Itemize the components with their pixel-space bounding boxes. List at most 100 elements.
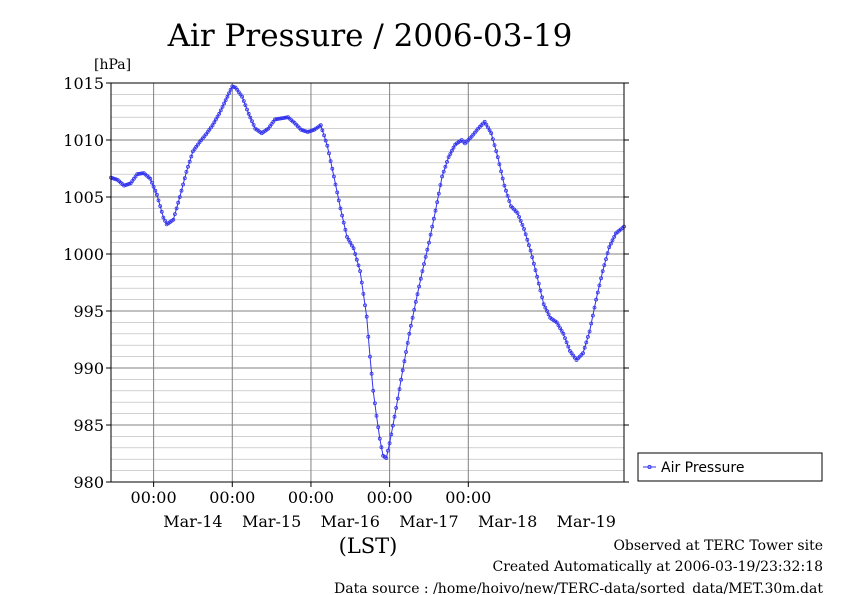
data-point: [610, 238, 615, 243]
data-point: [353, 252, 358, 256]
data-point: [181, 182, 186, 187]
data-point: [210, 123, 215, 128]
data-point: [605, 251, 610, 256]
data-point: [420, 269, 425, 274]
y-tick-label: 990: [73, 359, 104, 378]
data-point: [417, 284, 422, 289]
data-point: [384, 456, 389, 461]
data-point: [228, 87, 233, 92]
data-point: [402, 359, 407, 364]
data-point: [489, 131, 494, 136]
data-point: [395, 396, 400, 401]
data-point: [563, 336, 567, 341]
data-point: [150, 180, 154, 185]
data-point: [487, 128, 492, 133]
data-point: [536, 281, 541, 286]
y-tick-label: 1010: [63, 131, 104, 150]
data-point: [422, 262, 426, 266]
data-point: [218, 108, 223, 113]
data-point: [176, 200, 181, 205]
legend-entry-air-pressure: Air Pressure: [661, 460, 744, 476]
data-point: [327, 151, 331, 156]
data-point: [582, 345, 587, 350]
data-point: [179, 188, 184, 193]
data-point: [581, 351, 585, 356]
data-point: [189, 154, 194, 159]
data-point: [543, 305, 548, 310]
data-point: [397, 387, 402, 392]
data-point: [174, 206, 179, 211]
data-point: [187, 159, 192, 164]
data-point: [443, 164, 448, 169]
data-point: [325, 143, 330, 148]
data-point: [435, 200, 440, 205]
data-point: [587, 329, 592, 334]
data-point: [441, 169, 446, 174]
data-point: [177, 195, 182, 199]
x-time-label: 00:00: [445, 488, 491, 507]
data-point: [494, 149, 499, 154]
data-point: [530, 255, 535, 260]
data-point: [369, 371, 374, 376]
data-point: [245, 107, 249, 112]
data-point: [336, 198, 341, 203]
data-point: [363, 303, 367, 308]
data-point: [349, 243, 354, 248]
data-point: [322, 133, 327, 138]
data-point: [497, 162, 502, 167]
data-point: [540, 295, 544, 300]
data-point: [541, 302, 546, 307]
data-point: [545, 309, 549, 313]
data-point: [505, 193, 510, 198]
y-tick-label: 1015: [63, 74, 104, 93]
data-point: [595, 290, 600, 295]
data-point: [528, 248, 533, 253]
data-point: [184, 169, 189, 174]
data-point: [248, 115, 253, 120]
data-point: [404, 350, 408, 354]
data-point: [525, 237, 530, 242]
footer-data-source: Data source : /home/hoivo/new/TERC-data/…: [334, 581, 823, 595]
data-point: [351, 246, 356, 251]
x-day-label: Mar-14: [163, 512, 222, 531]
data-point: [564, 340, 569, 345]
data-point: [387, 441, 392, 446]
series-points: [109, 84, 626, 461]
data-point: [122, 183, 126, 188]
data-point: [418, 276, 423, 281]
data-point: [507, 199, 512, 203]
legend-box: [637, 452, 823, 482]
x-day-label: Mar-18: [478, 512, 537, 531]
data-point: [212, 120, 217, 125]
data-point: [161, 215, 166, 220]
data-point: [607, 245, 612, 250]
y-tick-label: 985: [73, 416, 104, 435]
y-tick-label: 1005: [63, 188, 104, 207]
legend: Air Pressure: [637, 452, 823, 482]
data-point: [492, 143, 497, 148]
data-point: [546, 312, 551, 317]
data-point: [154, 192, 159, 197]
data-point: [299, 127, 304, 132]
data-point: [597, 283, 602, 288]
data-point: [114, 177, 118, 182]
data-point: [379, 445, 384, 450]
data-point: [318, 123, 323, 128]
data-point: [153, 188, 158, 193]
data-point: [223, 98, 228, 102]
data-point: [172, 212, 177, 217]
data-point: [445, 159, 449, 164]
data-point: [423, 254, 428, 259]
data-point: [394, 405, 399, 410]
data-point: [343, 227, 348, 232]
data-point: [538, 288, 543, 293]
data-point: [231, 85, 236, 89]
data-point: [495, 155, 500, 160]
data-point: [482, 119, 487, 124]
data-point: [140, 171, 145, 176]
data-point: [484, 122, 489, 127]
data-point: [368, 354, 372, 359]
footer-created: Created Automatically at 2006-03-19/23:3…: [492, 559, 823, 575]
data-point: [532, 261, 536, 266]
